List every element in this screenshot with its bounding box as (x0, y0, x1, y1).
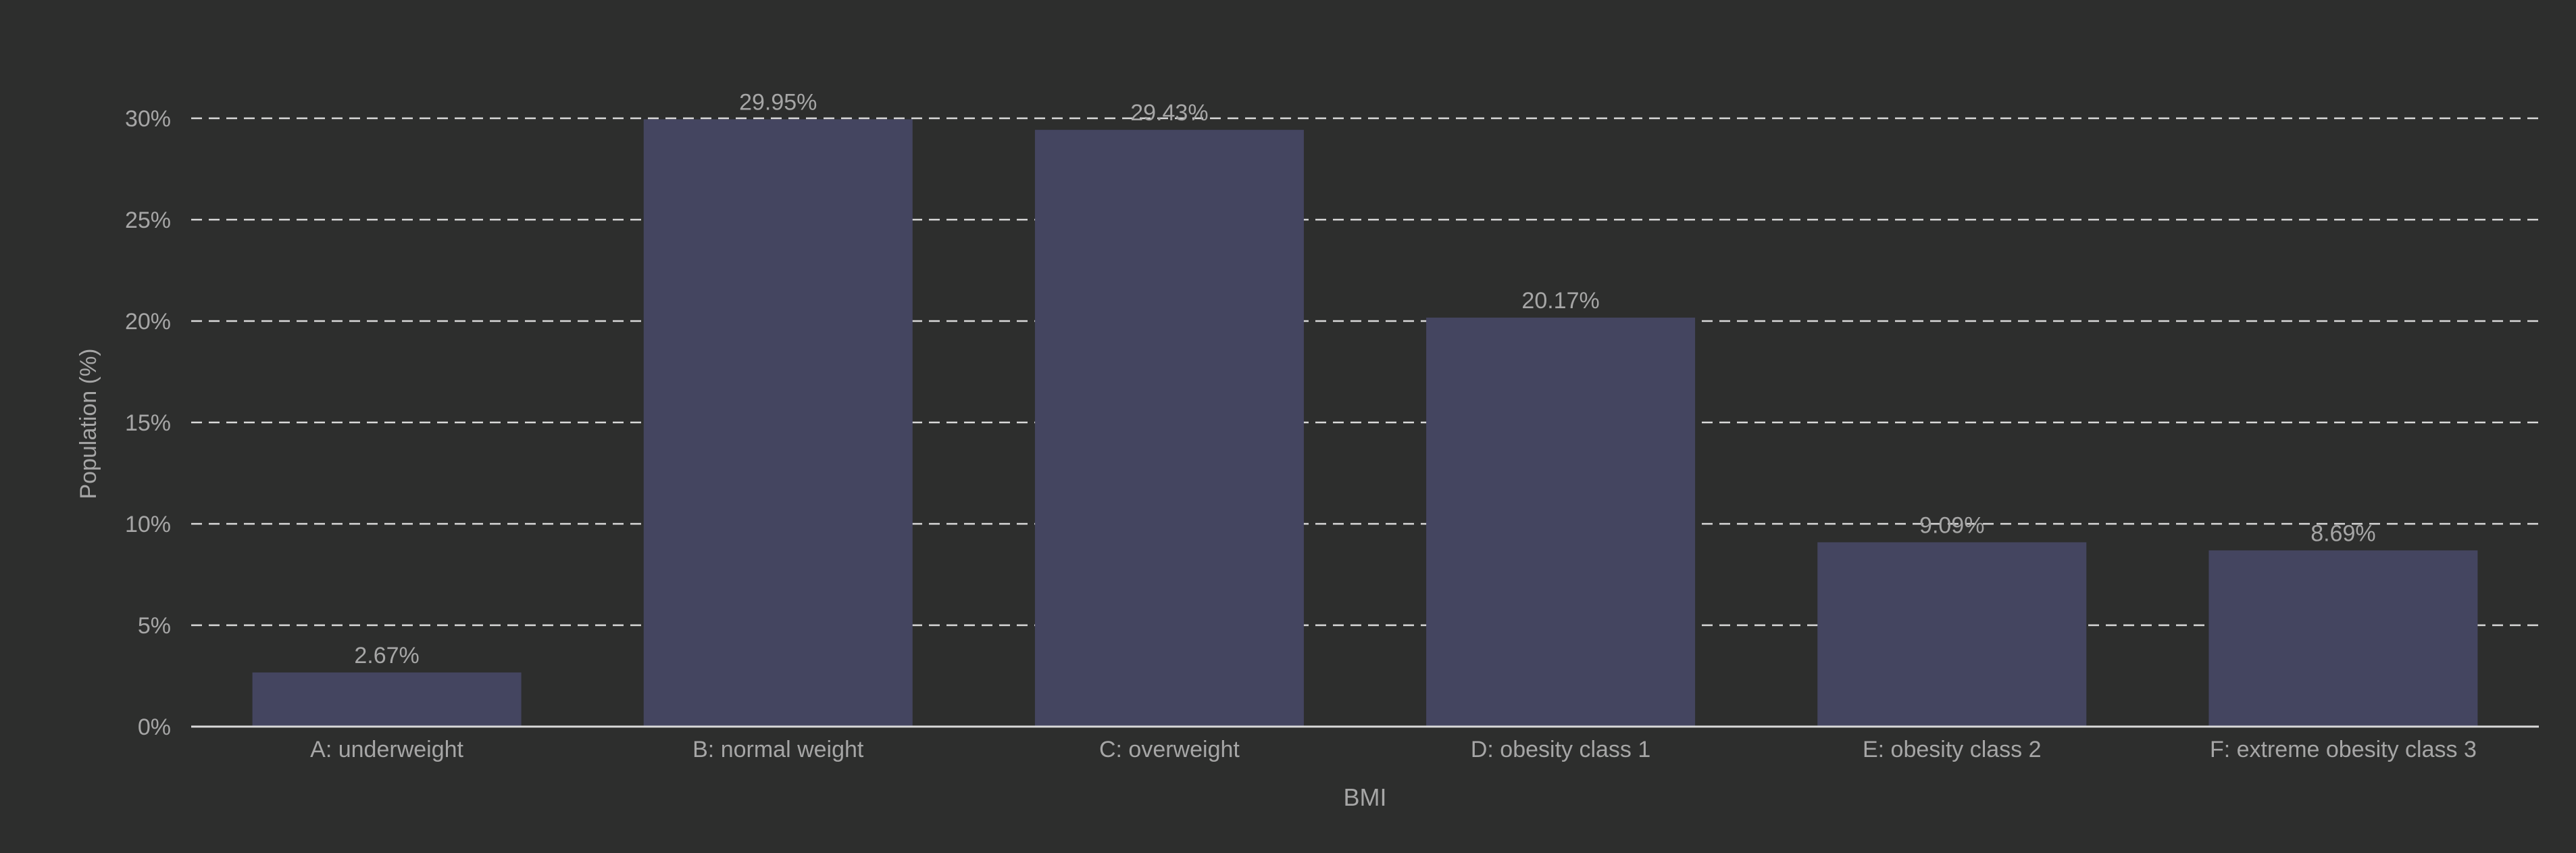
data-label: 2.67% (354, 643, 419, 668)
bars (252, 119, 2478, 727)
y-tick-label: 20% (125, 309, 171, 335)
x-tick-label: A: underweight (310, 737, 463, 762)
bar (1426, 317, 1696, 727)
grid-lines (191, 117, 2539, 627)
x-tick-labels: A: underweight B: normal weight C: overwei… (310, 737, 2477, 762)
bar (2208, 550, 2478, 727)
x-tick-label: E: obesity class 2 (1863, 737, 2042, 762)
y-tick-label: 25% (125, 208, 171, 233)
data-label: 20.17% (1521, 288, 1599, 314)
x-tick-label: B: normal weight (692, 737, 864, 762)
x-tick-label: C: overweight (1099, 737, 1240, 762)
y-tick-label: 0% (138, 714, 171, 740)
bar (643, 119, 913, 727)
y-tick-label: 15% (125, 410, 171, 436)
data-label: 9.09% (1919, 512, 1984, 538)
data-labels: 2.67% 29.95% 29.43% 20.17% 9.09% 8.69% (354, 90, 2375, 668)
y-tick-label: 30% (125, 106, 171, 132)
y-tick-labels: 0% 5% 10% 15% 20% 25% 30% (125, 106, 171, 740)
y-tick-label: 5% (138, 613, 171, 639)
data-label: 29.95% (739, 90, 817, 116)
data-label: 29.43% (1130, 100, 1208, 126)
bar (1034, 130, 1304, 727)
bar (252, 672, 522, 727)
y-tick-label: 10% (125, 512, 171, 537)
x-tick-label: D: obesity class 1 (1471, 737, 1650, 762)
y-axis-title: Population (%) (76, 348, 101, 499)
bar (1817, 542, 2087, 727)
x-axis-title: BMI (1343, 783, 1386, 811)
data-label: 8.69% (2310, 520, 2375, 546)
x-tick-label: F: extreme obesity class 3 (2210, 737, 2477, 762)
